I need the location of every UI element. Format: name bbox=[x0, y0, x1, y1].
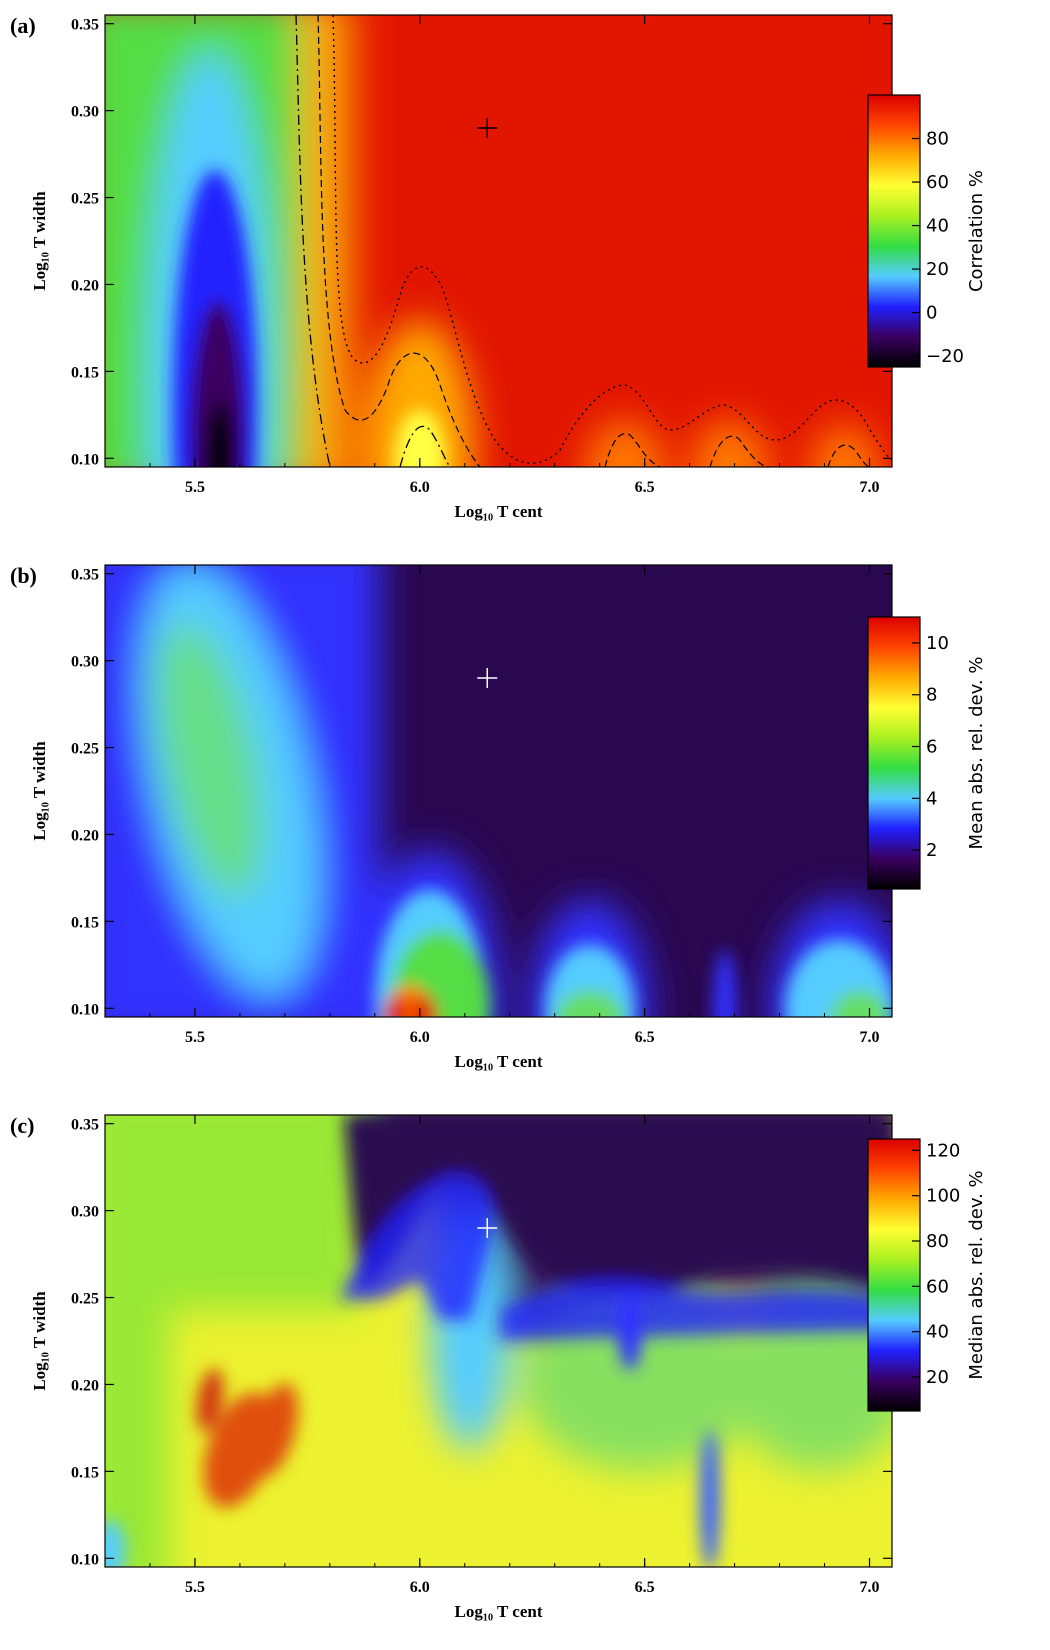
colorbar-tick-label: 6 bbox=[926, 737, 937, 758]
y-tick-label: 0.25 bbox=[71, 741, 99, 758]
colorbar-b: 2 4 6 8 10 Mean abs. rel. dev. % bbox=[867, 616, 987, 890]
colorbar-gradient bbox=[867, 616, 921, 890]
x-tick-label: 5.5 bbox=[185, 479, 205, 496]
y-tick-label: 0.15 bbox=[71, 364, 99, 381]
y-tick-label: 0.30 bbox=[71, 1204, 99, 1221]
x-tick-label: 5.5 bbox=[185, 1579, 205, 1596]
colorbar-tick-label: 40 bbox=[926, 216, 949, 237]
y-tick-label: 0.35 bbox=[71, 1117, 99, 1134]
y-tick-label: 0.15 bbox=[71, 1464, 99, 1481]
colorbar-tick-label: 120 bbox=[926, 1140, 960, 1161]
axes-a: 5.5 6.0 6.5 7.0 0.10 0.15 0.20 0.25 0.30 0.35 Log₁… bbox=[30, 15, 892, 521]
y-tick-label: 0.30 bbox=[71, 654, 99, 671]
x-tick-label: 6.0 bbox=[410, 1029, 430, 1046]
y-tick-label: 0.20 bbox=[71, 277, 99, 294]
colorbar-tick-label: 8 bbox=[926, 685, 937, 706]
x-tick-label: 7.0 bbox=[860, 1579, 880, 1596]
colorbar-tick-label: 10 bbox=[926, 633, 949, 654]
x-tick-label: 5.5 bbox=[185, 1029, 205, 1046]
x-axis-label: Log₁₀ T cent bbox=[455, 1052, 543, 1071]
x-tick-label: 7.0 bbox=[860, 479, 880, 496]
y-axis-label: Log₁₀ T width bbox=[30, 741, 49, 841]
y-tick-label: 0.35 bbox=[71, 567, 99, 584]
colorbar-label: Median abs. rel. dev. % bbox=[966, 1170, 987, 1379]
x-tick-label: 6.0 bbox=[410, 479, 430, 496]
colorbar-tick-label: 60 bbox=[926, 1276, 949, 1297]
y-tick-label: 0.25 bbox=[71, 1291, 99, 1308]
colorbar-gradient bbox=[867, 94, 921, 368]
colorbar-tick-label: 80 bbox=[926, 129, 949, 150]
contour-dotted bbox=[332, 15, 892, 464]
panel-c: 5.5 6.0 6.5 7.0 0.10 0.15 0.20 0.25 0.30 0.35 Log₁… bbox=[10, 1113, 893, 1621]
panel-label-b: (b) bbox=[10, 563, 37, 588]
colorbar-tick-label: 4 bbox=[926, 788, 937, 809]
colorbar-tick-label: 0 bbox=[926, 303, 937, 324]
y-tick-label: 0.20 bbox=[71, 827, 99, 844]
marker-c bbox=[477, 1218, 498, 1238]
y-tick-label: 0.10 bbox=[71, 1551, 99, 1568]
colorbar-gradient bbox=[867, 1138, 921, 1412]
y-tick-label: 0.10 bbox=[71, 1001, 99, 1018]
marker-b bbox=[477, 668, 498, 688]
marker-a bbox=[477, 118, 498, 138]
heatmap-c bbox=[105, 1115, 892, 1567]
heatmap-b bbox=[105, 565, 892, 1017]
panel-label-a: (a) bbox=[10, 13, 36, 38]
colorbar-tick-label: 60 bbox=[926, 172, 949, 193]
colorbar-tick-label: 80 bbox=[926, 1231, 949, 1252]
colorbar-tick-label: 2 bbox=[926, 840, 937, 861]
colorbar-label: Correlation % bbox=[966, 170, 987, 292]
colorbar-c: 20 40 60 80 100 120 Median abs. rel. dev. % bbox=[867, 1138, 987, 1412]
y-tick-label: 0.30 bbox=[71, 104, 99, 121]
x-tick-label: 6.5 bbox=[635, 1579, 655, 1596]
colorbar-tick-label: 40 bbox=[926, 1322, 949, 1343]
x-tick-label: 6.5 bbox=[635, 479, 655, 496]
y-tick-label: 0.15 bbox=[71, 914, 99, 931]
x-tick-label: 6.5 bbox=[635, 1029, 655, 1046]
y-tick-label: 0.10 bbox=[71, 451, 99, 468]
x-axis-label: Log₁₀ T cent bbox=[455, 1602, 543, 1621]
contour-dashed bbox=[317, 15, 871, 467]
colorbar-a: −20 0 20 40 60 80 Correlation % bbox=[867, 94, 987, 368]
axes-b: 5.5 6.0 6.5 7.0 0.10 0.15 0.20 0.25 0.30 0.35 Log₁… bbox=[30, 565, 892, 1071]
y-tick-label: 0.20 bbox=[71, 1377, 99, 1394]
panel-label-c: (c) bbox=[10, 1113, 34, 1138]
panel-a: 5.5 6.0 6.5 7.0 0.10 0.15 0.20 0.25 0.30 0.35 Log₁… bbox=[10, 13, 893, 521]
y-axis-label: Log₁₀ T width bbox=[30, 191, 49, 291]
heatmap-a bbox=[105, 15, 892, 467]
x-tick-label: 6.0 bbox=[410, 1579, 430, 1596]
colorbar-tick-label: 100 bbox=[926, 1186, 960, 1207]
y-tick-label: 0.25 bbox=[71, 191, 99, 208]
x-axis-label: Log₁₀ T cent bbox=[455, 502, 543, 521]
colorbar-tick-label: 20 bbox=[926, 259, 949, 280]
y-axis-label: Log₁₀ T width bbox=[30, 1291, 49, 1391]
x-tick-label: 7.0 bbox=[860, 1029, 880, 1046]
colorbar-label: Mean abs. rel. dev. % bbox=[966, 657, 987, 850]
panel-b: 5.5 6.0 6.5 7.0 0.10 0.15 0.20 0.25 0.30 0.35 Log₁… bbox=[10, 563, 893, 1071]
contour-dash-dot bbox=[295, 15, 451, 467]
colorbar-tick-label: 20 bbox=[926, 1367, 949, 1388]
colorbar-tick-label: −20 bbox=[926, 346, 964, 367]
y-tick-label: 0.35 bbox=[71, 17, 99, 34]
